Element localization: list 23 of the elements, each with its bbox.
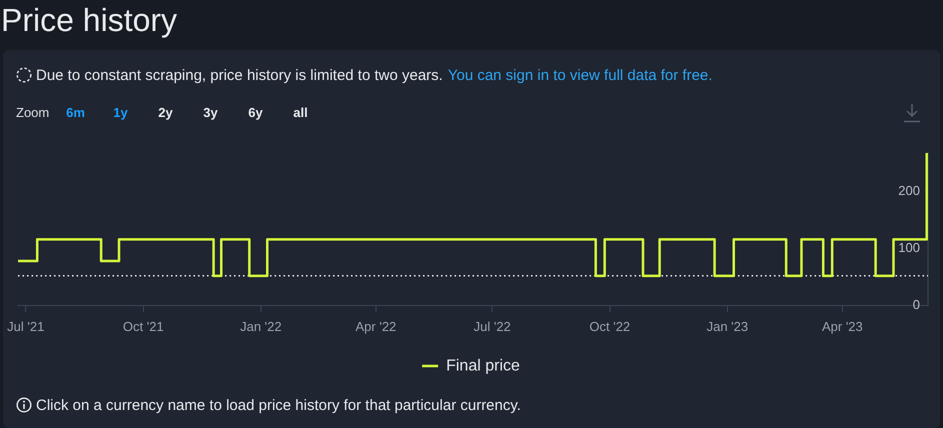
text: all [292,105,309,120]
text: 3y [202,105,219,120]
text: 6m [65,105,86,120]
y-tick-label: 200 [898,183,920,198]
chart-title: Price history [1,2,178,39]
legend-label: Final price [446,357,520,374]
x-tick-label: Jan '23 [706,318,748,334]
chart-subtitle: Due to constant scraping, price history is limited to two years. [36,66,443,84]
text: 6y [247,105,264,120]
x-tick-label: Jul '21 [7,318,44,334]
x-tick-label: Apr '22 [355,318,396,334]
text: 1y [112,105,129,120]
x-tick-label: Jul '22 [474,318,511,334]
y-tick-label: 0 [912,296,920,312]
x-tick-label: Oct '22 [589,318,630,334]
x-tick-label: Apr '23 [822,318,863,334]
x-tick-label: Jan '22 [240,318,282,334]
text: You can sign in to view full data for free. [448,66,712,84]
y-tick-label: 100 [898,240,920,256]
text: 2y [157,105,174,120]
x-tick-label: Oct '21 [122,318,164,334]
text: Click on a currency name to load price history for that particular currency. [36,396,521,414]
text: Zoom [16,105,50,120]
